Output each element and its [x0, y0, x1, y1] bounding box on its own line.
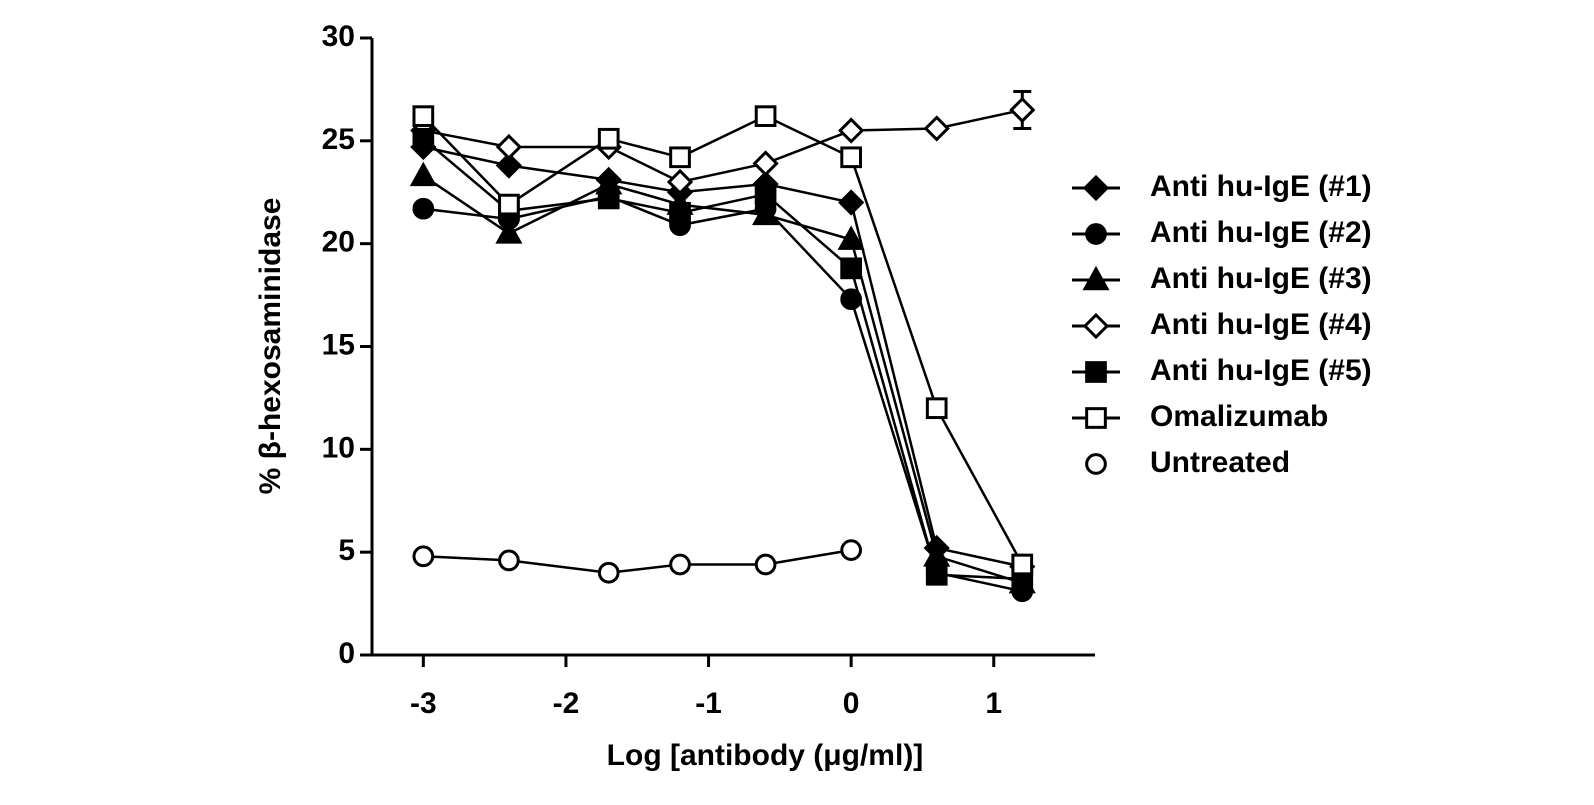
marker — [1085, 453, 1107, 475]
marker — [838, 189, 865, 216]
marker — [495, 152, 523, 179]
legend-label: Untreated — [1150, 446, 1290, 479]
legend-label: Omalizumab — [1150, 400, 1328, 433]
marker — [498, 193, 520, 216]
marker — [838, 117, 865, 144]
x-tick-label: -1 — [695, 687, 722, 720]
y-tick-label: 30 — [322, 20, 355, 53]
marker — [754, 105, 777, 128]
marker — [495, 133, 523, 161]
y-tick-label: 15 — [322, 328, 355, 361]
series-line — [422, 174, 1023, 585]
y-tick-label: 10 — [322, 431, 355, 464]
marker — [597, 561, 620, 584]
marker — [412, 127, 435, 150]
marker — [495, 219, 523, 244]
marker — [412, 545, 435, 568]
marker — [840, 539, 862, 561]
x-tick-label: -2 — [553, 687, 580, 720]
marker — [597, 127, 620, 150]
marker — [666, 168, 694, 196]
legend-label: Anti hu-IgE (#3) — [1150, 262, 1372, 295]
marker — [1082, 265, 1110, 291]
series-line — [423, 548, 852, 574]
y-tick-label: 0 — [338, 637, 355, 670]
series-line — [423, 108, 1023, 184]
marker — [752, 150, 779, 177]
marker — [1011, 553, 1034, 576]
x-tick-label: 0 — [843, 687, 860, 720]
marker — [1085, 361, 1107, 383]
legend-label: Anti hu-IgE (#4) — [1150, 308, 1372, 341]
y-tick-label: 5 — [338, 534, 355, 567]
marker — [925, 397, 948, 420]
marker — [754, 553, 777, 576]
marker — [754, 183, 777, 206]
marker — [1082, 174, 1110, 202]
marker — [925, 563, 948, 586]
marker — [669, 553, 691, 576]
legend-label: Anti hu-IgE (#2) — [1150, 216, 1372, 249]
series-line — [423, 145, 1023, 568]
marker — [840, 257, 862, 280]
marker — [1009, 96, 1036, 124]
marker — [1085, 407, 1107, 429]
series-line — [422, 114, 1024, 566]
marker — [669, 201, 691, 224]
marker — [409, 161, 437, 187]
marker — [837, 225, 865, 250]
marker — [412, 197, 435, 220]
marker — [1085, 223, 1107, 245]
y-tick-label: 20 — [322, 226, 355, 259]
x-tick-label: 1 — [985, 687, 1002, 720]
marker — [752, 200, 780, 226]
marker — [669, 146, 691, 169]
y-axis-label: % β-hexosaminidase — [254, 198, 287, 495]
y-tick-label: 25 — [322, 123, 355, 156]
marker — [412, 105, 435, 128]
marker — [840, 288, 862, 311]
series-line — [422, 137, 1023, 581]
x-tick-label: -3 — [410, 687, 437, 720]
marker — [840, 146, 862, 169]
marker — [597, 187, 620, 210]
x-axis-label: Log [antibody (μg/ml)] — [607, 739, 924, 772]
legend-label: Anti hu-IgE (#1) — [1150, 170, 1372, 203]
legend-label: Anti hu-IgE (#5) — [1150, 354, 1372, 387]
marker — [1082, 312, 1110, 340]
marker — [498, 549, 520, 572]
marker — [923, 115, 950, 142]
